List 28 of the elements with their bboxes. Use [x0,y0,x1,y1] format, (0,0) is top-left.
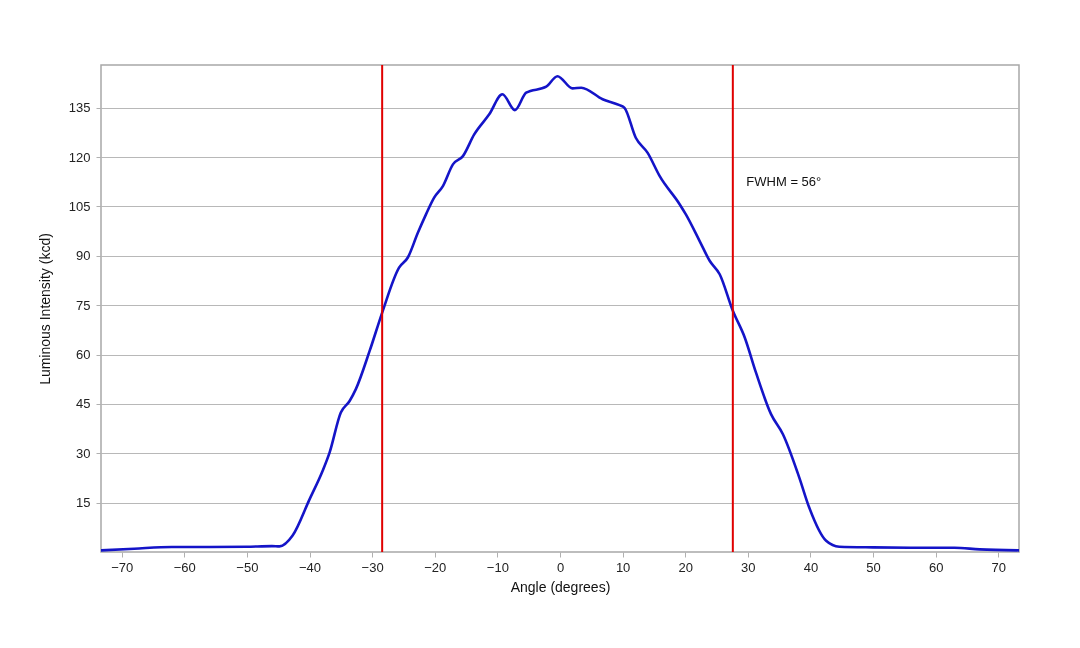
y-tick-label: 60 [76,347,91,363]
x-tick-label: −40 [298,559,322,575]
x-tick-label: 70 [991,559,1007,575]
y-tick-label: 135 [68,100,91,116]
annotation: FWHM = 56° [746,173,822,189]
y-tick-label: 30 [76,445,91,461]
y-tick-label: 45 [76,396,91,412]
x-tick-label: 30 [741,559,756,575]
y-tick-label: 75 [76,297,91,313]
x-axis-title: Angle (degrees) [510,578,611,595]
y-tick-label: 15 [76,495,91,511]
x-tick-label: −30 [361,559,384,575]
x-tick-label: 60 [928,559,944,575]
y-tick-label: 120 [68,149,91,165]
line-series [101,74,1019,552]
x-tick-label: −20 [424,559,447,575]
x-tick-label: 50 [866,559,881,575]
x-tick-label: −60 [173,559,196,575]
y-axis-title: Luminous Intensity (kcd) [36,233,53,385]
y-tick-label: 90 [76,248,91,264]
x-tick-label: 0 [556,559,565,575]
x-tick-label: −70 [111,559,134,575]
x-tick-label: −50 [236,559,259,575]
x-tick-label: −10 [486,559,509,575]
y-tick-label: 105 [68,198,91,214]
x-tick-label: 40 [803,559,819,575]
x-tick-label: 10 [615,559,631,575]
x-tick-label: 20 [678,559,693,575]
